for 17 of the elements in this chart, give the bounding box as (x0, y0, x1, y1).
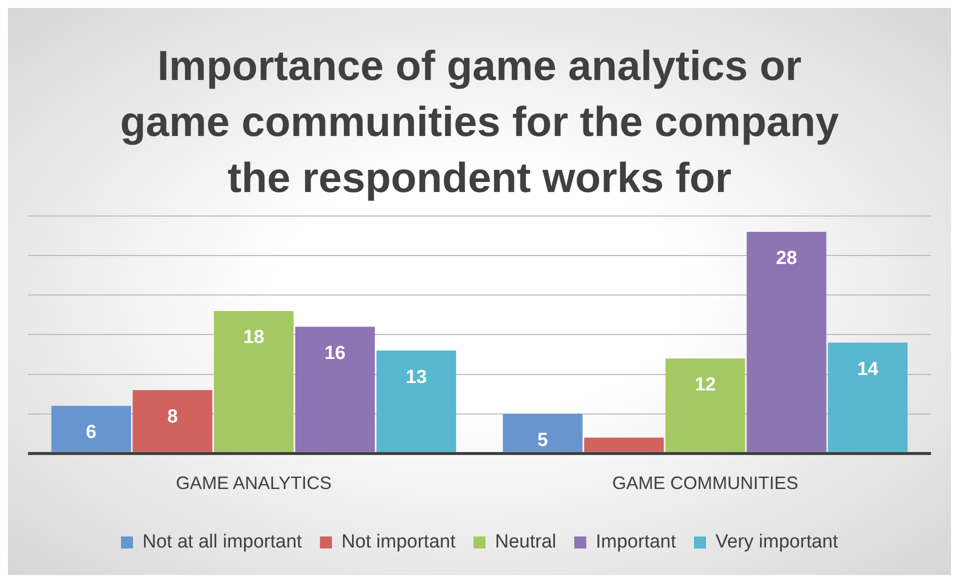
x-tick-label: GAME ANALYTICS (176, 473, 332, 494)
data-label: 18 (243, 327, 264, 348)
data-label: 28 (776, 248, 798, 270)
data-label: 16 (324, 343, 346, 364)
data-label: 13 (406, 366, 427, 388)
data-label: 14 (857, 358, 879, 380)
legend-label: Not important (341, 532, 456, 553)
data-label: 8 (167, 406, 178, 428)
x-tick-label: GAME COMMUNITIES (612, 473, 798, 494)
legend-label: Important (596, 532, 677, 553)
legend-label: Very important (716, 532, 839, 553)
legend-label: Neutral (495, 532, 556, 553)
data-label: 6 (86, 422, 96, 444)
legend-label: Not at all important (142, 532, 303, 553)
chart-title: Importance of game analytics or game communities for the company the respondent works for (120, 41, 840, 203)
data-label: 5 (537, 430, 548, 452)
data-label: 12 (694, 374, 716, 396)
